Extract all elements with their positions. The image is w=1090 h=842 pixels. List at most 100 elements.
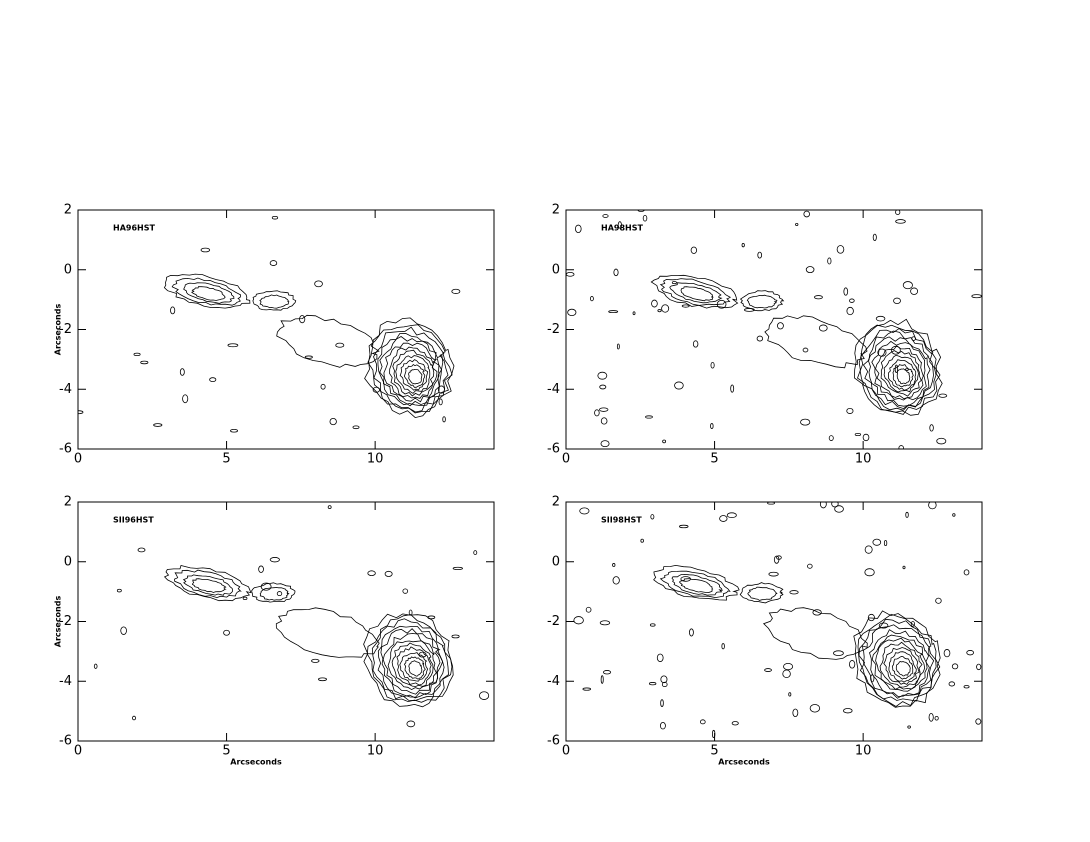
- contour: [602, 670, 612, 675]
- contour: [719, 515, 728, 522]
- contour: [699, 719, 706, 725]
- contour: [662, 439, 667, 444]
- contour: [276, 591, 283, 597]
- contours: [78, 215, 461, 433]
- contour: [392, 349, 435, 397]
- contour: [756, 335, 764, 342]
- contour: [599, 620, 611, 626]
- contour: [893, 297, 901, 304]
- y-tick-label: -2: [547, 322, 560, 337]
- x-tick-label: 0: [74, 452, 82, 467]
- x-tick-label: 0: [562, 744, 570, 759]
- contour: [367, 570, 376, 576]
- contour: [809, 704, 821, 713]
- contour: [597, 371, 608, 380]
- contour: [833, 650, 844, 657]
- contour: [659, 570, 731, 599]
- contour: [929, 424, 934, 432]
- contour: [479, 691, 490, 700]
- contour: [174, 569, 242, 599]
- contour: [905, 511, 909, 518]
- contour: [872, 538, 882, 546]
- contour: [730, 384, 735, 393]
- contour: [853, 318, 943, 416]
- contour: [617, 221, 622, 229]
- contour: [910, 621, 915, 627]
- contour: [651, 299, 658, 308]
- contour: [380, 628, 444, 698]
- contour: [764, 668, 772, 672]
- contour: [573, 616, 584, 625]
- contour: [674, 381, 684, 390]
- contour: [836, 245, 845, 254]
- contour: [894, 364, 899, 374]
- x-tick-label: 0: [74, 744, 82, 759]
- contour: [803, 210, 810, 218]
- contour: [200, 247, 211, 253]
- y-axis-label: Arcseconds: [54, 596, 63, 648]
- contour: [849, 298, 855, 303]
- contour: [335, 342, 345, 348]
- y-tick-label: -4: [547, 674, 560, 689]
- contour: [649, 623, 656, 627]
- contour: [782, 669, 791, 679]
- panel-label: HA96HST: [113, 224, 155, 233]
- contour: [594, 409, 600, 417]
- x-axis-label: Arcseconds: [230, 758, 282, 767]
- contour: [183, 282, 235, 304]
- contour: [408, 369, 423, 385]
- contour: [120, 626, 127, 635]
- panel: 0 5 10 -6 -4 -2 0 2 SII96HST Arcseconds Arcseconds: [54, 495, 495, 767]
- contour: [363, 613, 454, 708]
- contour: [828, 435, 834, 441]
- contours: [573, 502, 982, 739]
- contour: [739, 582, 784, 604]
- contour: [391, 642, 434, 687]
- panel: 0 5 10 -6 -4 -2 0 2 HA98HST: [547, 203, 983, 467]
- plot-frame: [565, 209, 983, 450]
- contour: [258, 565, 264, 573]
- contour: [389, 346, 438, 399]
- contour: [870, 674, 875, 683]
- contour: [936, 437, 947, 445]
- contour: [976, 663, 982, 671]
- y-axis-label: Arcseconds: [54, 304, 63, 356]
- contour: [895, 219, 906, 224]
- contour: [318, 677, 327, 682]
- contour: [857, 613, 941, 707]
- contour: [427, 615, 436, 620]
- panel: 0 5 10 -6 -4 -2 0 2 HA96HST Arcseconds: [54, 203, 495, 467]
- contour: [671, 281, 677, 285]
- contour: [777, 322, 784, 330]
- contour: [399, 652, 429, 682]
- contour: [883, 540, 888, 547]
- contour: [966, 650, 975, 656]
- contour: [567, 308, 577, 317]
- contour: [648, 682, 657, 686]
- y-tick-label: -6: [59, 442, 72, 457]
- y-tick-label: -2: [59, 614, 72, 629]
- plot-frame: [565, 501, 983, 742]
- contour: [902, 565, 906, 570]
- contour: [904, 368, 909, 372]
- contour: [878, 622, 889, 629]
- contours: [93, 505, 490, 728]
- contour: [678, 578, 714, 594]
- y-tick-label: -4: [59, 382, 72, 397]
- panel-label: HA98HST: [601, 224, 643, 233]
- contour: [367, 324, 453, 414]
- contour: [827, 257, 832, 265]
- y-tick-label: -6: [59, 734, 72, 749]
- contour: [271, 215, 279, 220]
- contour: [612, 576, 620, 585]
- contour: [910, 287, 919, 295]
- contour: [757, 251, 763, 259]
- contour: [746, 294, 778, 309]
- y-tick-label: 0: [64, 554, 72, 569]
- contour: [473, 550, 478, 556]
- contour: [579, 507, 590, 515]
- contour: [352, 425, 360, 430]
- contour: [653, 564, 740, 601]
- contour: [276, 314, 380, 368]
- contour: [657, 309, 662, 313]
